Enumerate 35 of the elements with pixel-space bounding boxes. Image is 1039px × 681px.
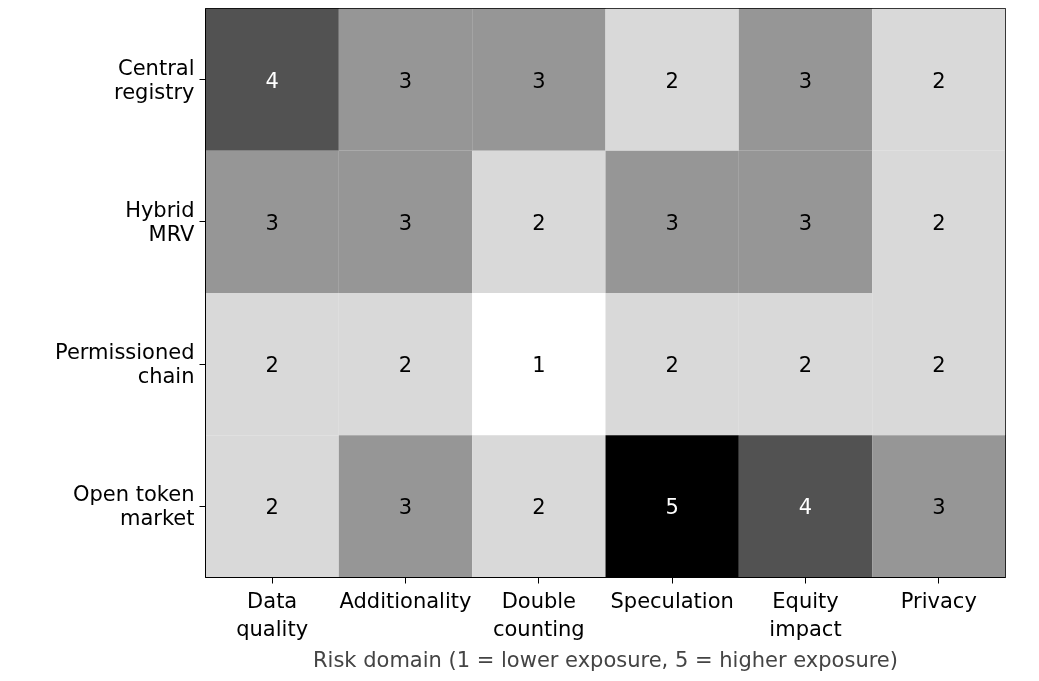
y-tick-label: Central registry <box>114 55 195 104</box>
x-tick-label: Speculation <box>610 588 734 613</box>
data-label: 3 <box>798 210 813 235</box>
data-label: 2 <box>932 68 946 93</box>
data-label: 2 <box>532 495 546 520</box>
y-tick-label: Hybrid MRV <box>125 197 196 246</box>
data-label: 2 <box>932 210 946 235</box>
data-label: 2 <box>265 495 279 520</box>
data-label: 3 <box>532 68 546 93</box>
x-axis-title: Risk domain (1 = lower exposure, 5 = higher exposure) <box>313 648 898 673</box>
data-label: 2 <box>665 353 679 378</box>
data-label: 2 <box>798 353 813 378</box>
x-tick-label: Double counting <box>492 588 585 642</box>
data-label: 3 <box>398 68 413 93</box>
data-label: 2 <box>398 353 413 378</box>
x-tick-label: Equity impact <box>769 588 842 642</box>
y-tick-label: Permissioned chain <box>54 340 195 389</box>
data-label: 2 <box>265 353 279 378</box>
data-label: 3 <box>665 210 679 235</box>
data-label: 4 <box>798 495 813 520</box>
data-label: 3 <box>398 495 413 520</box>
data-label: 3 <box>265 210 279 235</box>
x-tick-label: Data quality <box>236 588 309 642</box>
data-label: 4 <box>265 68 279 93</box>
x-tick-label: Additionality <box>339 588 472 613</box>
data-label: 3 <box>932 495 946 520</box>
y-tick-label: Open token market <box>73 482 195 531</box>
data-label: 2 <box>932 353 946 378</box>
data-label: 1 <box>532 353 546 378</box>
x-tick-label: Privacy <box>900 588 977 613</box>
data-label: 5 <box>665 495 679 520</box>
data-label: 3 <box>398 210 413 235</box>
data-label: 3 <box>798 68 813 93</box>
data-label: 2 <box>665 68 679 93</box>
data-label: 2 <box>532 210 546 235</box>
